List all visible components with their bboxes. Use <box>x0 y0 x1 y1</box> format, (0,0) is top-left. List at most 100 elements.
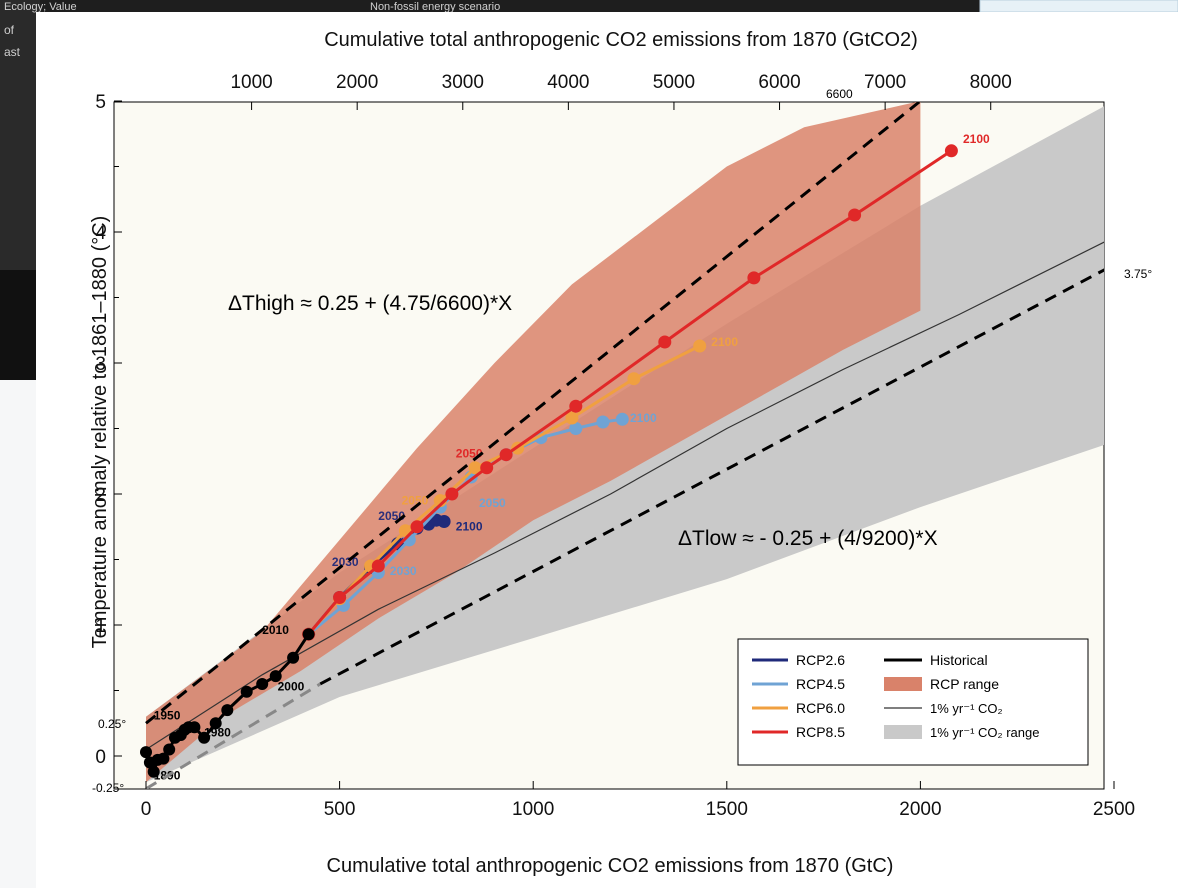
series-point-rcp8-5 <box>747 271 761 285</box>
series-layer: 1890195019802000201020302050210020302050… <box>140 132 1104 783</box>
year-label: 2010 <box>262 623 289 637</box>
annot-375: 3.75° <box>1124 267 1152 281</box>
series-point-rcp8-5 <box>499 448 513 462</box>
dashed-line-low-start <box>145 682 322 789</box>
series-point-rcp8-5 <box>480 461 494 475</box>
series-point-historical <box>157 752 170 765</box>
legend: RCP2.6 RCP4.5 RCP6.0 RCP8.5 Historical R… <box>737 638 1089 766</box>
legend-swatch-rcp-range <box>884 677 922 691</box>
legend-label-rcp60: RCP6.0 <box>796 700 845 716</box>
y-tick-label: 2 <box>95 485 106 506</box>
axes <box>114 100 1115 789</box>
year-label: 2030 <box>390 564 417 578</box>
bg-title-right: Non-fossil energy scenario <box>370 1 500 13</box>
x-tick-label: 1000 <box>512 799 554 820</box>
bg-title-left: Ecology; Value <box>4 1 77 13</box>
legend-label-rcp45: RCP4.5 <box>796 676 845 692</box>
series-point-rcp2-6 <box>437 515 451 528</box>
series-point-rcp8-5 <box>944 144 958 158</box>
y-axis-title: Temperature anomaly relative to 1861–188… <box>89 216 111 649</box>
year-label: 1950 <box>154 708 181 722</box>
y-tick-label: 4 <box>95 223 106 244</box>
legend-box <box>737 638 1089 766</box>
x2-tick-label: 8000 <box>970 72 1012 93</box>
y-tick-label: 3 <box>95 354 106 375</box>
series-point-historical <box>287 651 300 664</box>
legend-label-historical: Historical <box>930 652 988 668</box>
year-label: 2100 <box>630 411 657 425</box>
series-point-rcp6-0 <box>468 461 482 475</box>
legend-label-rcp-range: RCP range <box>930 676 999 692</box>
series-point-historical <box>147 765 160 778</box>
series-point-rcp8-5 <box>333 591 347 604</box>
x-tick-label: 1500 <box>706 799 748 820</box>
year-label: 2100 <box>456 520 483 534</box>
series-point-historical <box>209 717 222 730</box>
legend-label-rcp26: RCP2.6 <box>796 652 845 668</box>
series-point-historical <box>140 746 152 759</box>
series-point-historical <box>163 743 176 756</box>
legend-label-pct-range: 1% yr⁻¹ CO₂ range <box>930 725 1039 740</box>
series-point-historical <box>302 628 315 641</box>
y-tick-label: 0 <box>95 747 106 768</box>
series-line-rcp6-0 <box>307 344 701 636</box>
dashed-lines <box>145 102 1104 789</box>
series-line-1-yr-co <box>145 241 1104 751</box>
figure-panel: 1890195019802000201020302050210020302050… <box>36 12 1178 888</box>
legend-label-pct: 1% yr⁻¹ CO₂ <box>930 701 1003 716</box>
x2-tick-label: 3000 <box>442 72 484 93</box>
series-line-rcp8-5 <box>307 149 953 636</box>
legend-label-rcp85: RCP8.5 <box>796 724 845 740</box>
series-point-historical <box>269 670 282 683</box>
x-axis-title: Cumulative total anthropogenic CO2 emiss… <box>327 855 894 877</box>
year-label: 1980 <box>204 725 231 739</box>
series-point-rcp6-0 <box>627 372 641 386</box>
x2-tick-label: 5000 <box>653 72 695 93</box>
annot-025: 0.25° <box>98 717 126 731</box>
year-label: 2000 <box>278 680 305 694</box>
series-point-rcp8-5 <box>658 335 672 349</box>
year-label: 2050 <box>378 509 405 523</box>
x2-tick-label: 6000 <box>758 72 800 93</box>
x-tick-label: 2000 <box>899 799 941 820</box>
y-tick-label: 1 <box>95 616 106 637</box>
series-point-rcp8-5 <box>371 559 385 573</box>
series-point-historical <box>221 704 234 717</box>
x2-tick-label: 2000 <box>336 72 378 93</box>
chart: 1890195019802000201020302050210020302050… <box>89 29 1152 877</box>
x-tick-label: 0 <box>141 799 152 820</box>
series-point-rcp8-5 <box>848 208 862 222</box>
x2-tick-label: 4000 <box>547 72 589 93</box>
series-point-historical <box>198 731 211 744</box>
x2-axis-title: Cumulative total anthropogenic CO2 emiss… <box>324 29 918 51</box>
series-point-rcp6-0 <box>565 411 579 425</box>
series-point-rcp8-5 <box>569 399 583 413</box>
year-label: 2100 <box>711 335 738 349</box>
annot-6600: 6600 <box>826 87 853 101</box>
x2-tick-label: 1000 <box>230 72 272 93</box>
high-formula: ΔThigh ≈ 0.25 + (4.75/6600)*X <box>228 292 512 315</box>
x-tick-label: 2500 <box>1093 799 1135 820</box>
bg-left-text-2: ast <box>4 45 21 59</box>
year-label: 2050 <box>479 496 506 510</box>
dashed-line-high <box>145 102 922 725</box>
year-label: 2050 <box>402 494 429 508</box>
series-point-historical <box>240 685 253 698</box>
series-point-rcp8-5 <box>445 487 459 501</box>
series-point-rcp4-5 <box>596 415 610 429</box>
tick-labels: 0 500 1000 1500 2000 2500 0 1 2 3 4 5 1000 2000 3000 40… <box>95 72 1135 820</box>
x2-tick-label: 7000 <box>864 72 906 93</box>
series-point-rcp4-5 <box>615 412 629 426</box>
annot-m025: -0.25° <box>92 781 124 795</box>
series-point-historical <box>188 721 201 734</box>
series-point-rcp8-5 <box>410 520 424 534</box>
year-label: 2050 <box>456 446 483 460</box>
series-point-historical <box>256 678 269 690</box>
low-formula: ΔTlow ≈ - 0.25 + (4/9200)*X <box>678 527 938 550</box>
series-point-rcp6-0 <box>693 339 707 353</box>
legend-swatch-pct-range <box>884 725 922 739</box>
series-point-rcp4-5 <box>569 422 583 435</box>
y-tick-label: 5 <box>95 92 106 113</box>
dashed-line-low <box>319 268 1104 686</box>
year-label: 2100 <box>963 132 990 146</box>
